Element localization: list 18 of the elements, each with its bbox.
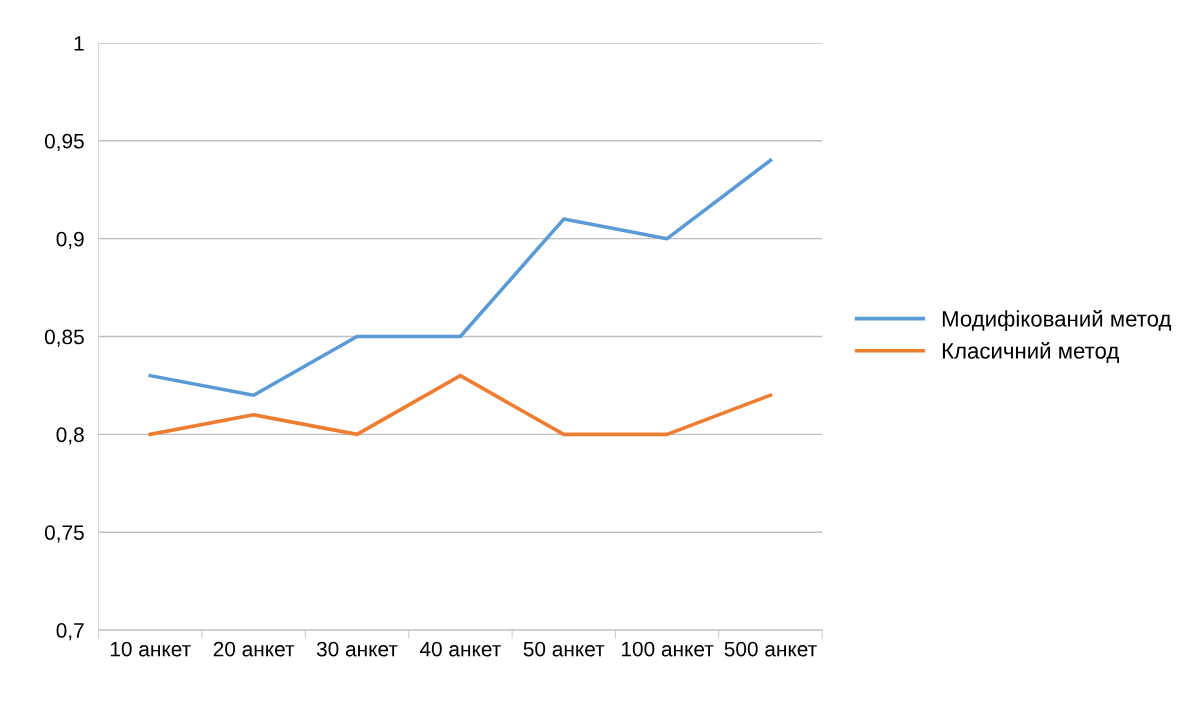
y-tick-label: 0,85: [44, 329, 84, 347]
x-tick-label: 40 анкет: [419, 641, 501, 657]
x-tick-label: 30 анкет: [316, 641, 398, 657]
x-tick-label: 50 анкет: [523, 641, 605, 657]
y-tick-label: 1: [74, 36, 84, 51]
line-series: [148, 158, 773, 398]
legend-label: Модифікований метод: [942, 309, 1172, 332]
y-tick-label: 0,75: [44, 525, 84, 543]
x-tick-label: 10 анкет: [110, 641, 191, 657]
line-series: [148, 373, 773, 437]
y-tick-label: 0,9: [56, 231, 84, 249]
x-tick-label: 20 анкет: [213, 641, 295, 657]
y-tick-label: 0,8: [56, 427, 84, 445]
y-tick-label: 0,7: [56, 623, 84, 641]
x-tick-label: 100 анкет: [622, 641, 714, 657]
legend-label: Класичний метод: [942, 341, 1119, 363]
y-tick-label: 0,95: [44, 133, 84, 152]
x-tick-label: 500 анкет: [724, 641, 817, 657]
